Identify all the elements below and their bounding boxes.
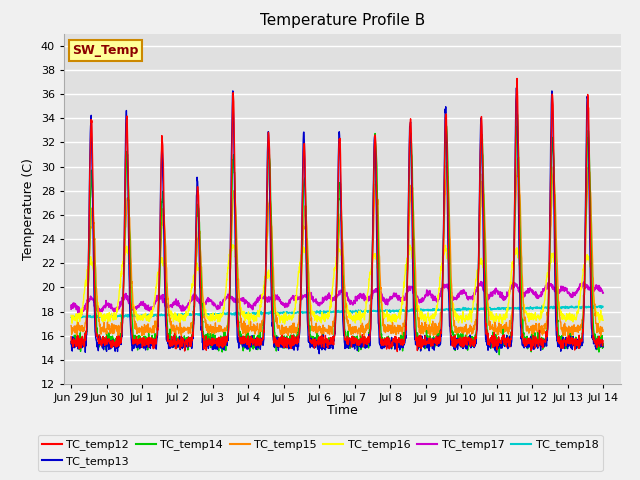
TC_temp16	[74, 322, 81, 328]
TC_temp14	[284, 337, 292, 343]
TC_temp13	[599, 344, 607, 350]
TC_temp14	[98, 338, 106, 344]
TC_temp13	[284, 342, 292, 348]
Legend: TC_temp12, TC_temp13, TC_temp14, TC_temp15, TC_temp16, TC_temp17, TC_temp18: TC_temp12, TC_temp13, TC_temp14, TC_temp…	[38, 435, 603, 471]
TC_temp13	[513, 85, 520, 91]
TC_temp16	[285, 313, 292, 319]
TC_temp15	[266, 201, 274, 206]
TC_temp14	[266, 161, 274, 167]
TC_temp14	[430, 340, 438, 346]
TC_temp13	[287, 340, 294, 346]
TC_temp15	[181, 324, 189, 330]
TC_temp18	[287, 310, 295, 316]
Y-axis label: Temperature (C): Temperature (C)	[22, 158, 35, 260]
TC_temp12	[394, 348, 401, 354]
TC_temp15	[67, 323, 75, 328]
TC_temp17	[98, 306, 106, 312]
TC_temp15	[599, 328, 607, 334]
TC_temp18	[596, 303, 604, 309]
TC_temp12	[287, 341, 294, 347]
TC_temp15	[98, 324, 106, 330]
TC_temp14	[599, 344, 607, 350]
TC_temp14	[67, 339, 75, 345]
TC_temp18	[181, 312, 189, 318]
TC_temp12	[266, 180, 274, 185]
TC_temp16	[599, 317, 607, 323]
TC_temp15	[284, 333, 292, 338]
TC_temp13	[67, 341, 75, 347]
TC_temp14	[287, 332, 294, 338]
TC_temp16	[431, 313, 438, 319]
TC_temp13	[181, 344, 189, 349]
TC_temp14	[495, 352, 503, 358]
TC_temp17	[266, 296, 274, 302]
Line: TC_temp17: TC_temp17	[71, 282, 603, 314]
TC_temp13	[431, 337, 438, 343]
TC_temp12	[98, 343, 106, 349]
Line: TC_temp15: TC_temp15	[71, 157, 603, 339]
TC_temp16	[228, 242, 236, 248]
TC_temp18	[285, 310, 292, 315]
Text: SW_Temp: SW_Temp	[72, 44, 139, 57]
TC_temp17	[477, 279, 484, 285]
Title: Temperature Profile B: Temperature Profile B	[260, 13, 425, 28]
TC_temp18	[266, 309, 274, 314]
TC_temp17	[431, 297, 438, 303]
TC_temp13	[266, 218, 274, 224]
TC_temp17	[287, 297, 295, 302]
TC_temp12	[67, 334, 75, 339]
TC_temp18	[599, 304, 607, 310]
TC_temp12	[181, 348, 189, 354]
TC_temp17	[67, 306, 75, 312]
TC_temp17	[599, 290, 607, 296]
TC_temp18	[95, 315, 103, 321]
TC_temp17	[285, 303, 292, 309]
TC_temp16	[267, 278, 275, 284]
TC_temp16	[181, 312, 189, 317]
TC_temp17	[78, 311, 86, 317]
TC_temp16	[287, 315, 295, 321]
TC_temp12	[513, 75, 521, 81]
Line: TC_temp14: TC_temp14	[71, 114, 603, 355]
TC_temp13	[98, 343, 106, 348]
Line: TC_temp13: TC_temp13	[71, 88, 603, 354]
TC_temp12	[431, 337, 438, 343]
TC_temp14	[513, 111, 521, 117]
TC_temp18	[431, 306, 438, 312]
Line: TC_temp18: TC_temp18	[71, 306, 603, 318]
TC_temp18	[67, 314, 75, 320]
TC_temp16	[98, 314, 106, 320]
TC_temp17	[181, 305, 189, 311]
TC_temp18	[98, 313, 106, 319]
X-axis label: Time: Time	[327, 405, 358, 418]
TC_temp12	[284, 336, 292, 341]
Line: TC_temp16: TC_temp16	[71, 245, 603, 325]
TC_temp13	[316, 351, 323, 357]
TC_temp16	[67, 312, 75, 318]
TC_temp15	[287, 323, 294, 329]
TC_temp15	[515, 154, 522, 160]
TC_temp15	[430, 331, 438, 337]
TC_temp12	[599, 338, 607, 344]
Line: TC_temp12: TC_temp12	[71, 78, 603, 351]
TC_temp14	[181, 337, 189, 343]
TC_temp15	[528, 336, 536, 342]
